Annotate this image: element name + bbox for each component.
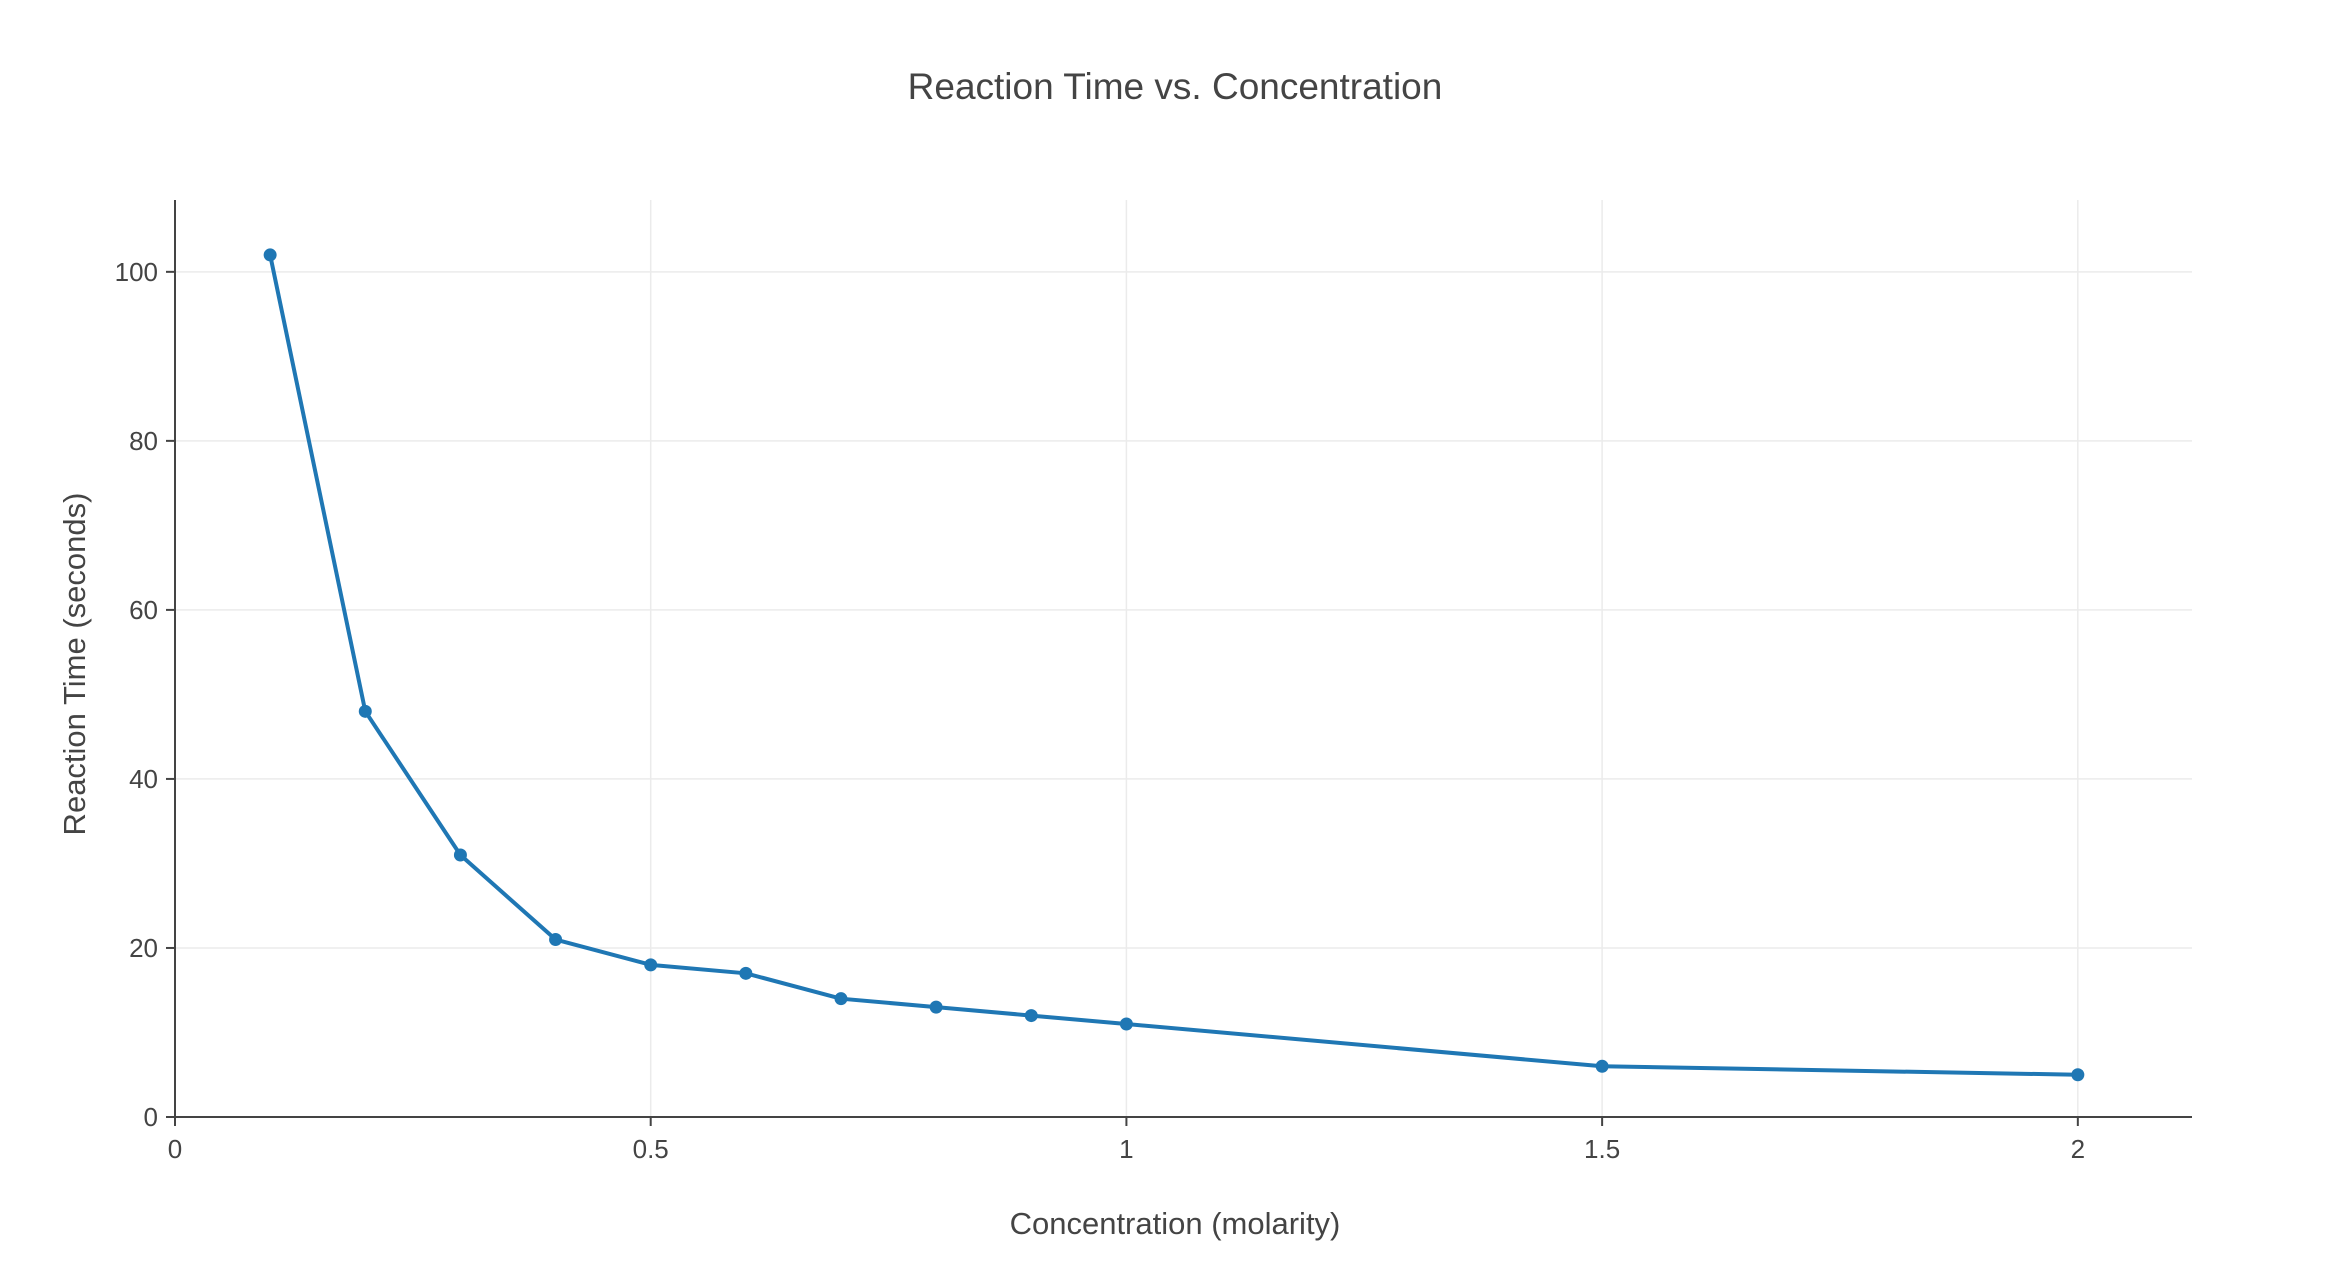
y-tick-label: 100 [115,257,158,287]
y-tick-label: 0 [144,1102,158,1132]
data-point[interactable] [1595,1059,1609,1073]
x-tick-label: 2 [2071,1134,2085,1164]
data-point[interactable] [644,958,658,972]
x-tick-label: 1 [1119,1134,1133,1164]
y-axis-ticks: 0 20 40 60 80 100 [115,257,175,1132]
data-point[interactable] [263,248,277,262]
x-tick-label: 0.5 [633,1134,669,1164]
x-axis-title: Concentration (molarity) [1010,1206,1341,1241]
y-tick-label: 60 [129,595,158,625]
y-tick-label: 80 [129,426,158,456]
y-axis-title: Reaction Time (seconds) [57,493,92,836]
data-point[interactable] [453,848,467,862]
data-point[interactable] [834,992,848,1006]
data-point[interactable] [2071,1068,2085,1082]
chart-title: Reaction Time vs. Concentration [908,66,1443,107]
data-point[interactable] [358,704,372,718]
data-point[interactable] [929,1000,943,1014]
data-point[interactable] [1119,1017,1133,1031]
x-axis-ticks: 0 0.5 1 1.5 2 [168,1117,2085,1164]
y-tick-label: 40 [129,764,158,794]
gridlines [175,200,2192,1117]
data-point[interactable] [549,933,563,947]
data-point[interactable] [739,966,753,980]
y-tick-label: 20 [129,933,158,963]
series-line [268,252,2080,1077]
data-point[interactable] [1024,1009,1038,1023]
x-tick-label: 0 [168,1134,182,1164]
x-tick-label: 1.5 [1584,1134,1620,1164]
axes [174,200,2192,1118]
series-layer [263,248,2085,1082]
